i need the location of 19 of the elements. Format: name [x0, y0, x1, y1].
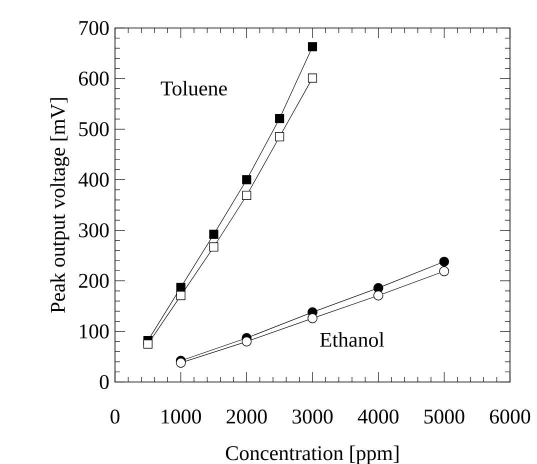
x-axis-title: Concentration [ppm] — [226, 446, 398, 464]
y-axis-title: Peak output voltage [mV] — [50, 98, 70, 313]
x-tick-label: 0 — [110, 410, 120, 424]
y-tick-label: 0 — [100, 374, 109, 390]
y-tick-label: 300 — [79, 223, 109, 238]
y-tick-label: 200 — [79, 274, 109, 288]
x-tick-label: 6000 — [490, 410, 530, 424]
y-tick-label: 400 — [78, 172, 109, 187]
x-tick-label: 4000 — [358, 410, 398, 424]
y-tick-label: 100 — [80, 324, 109, 338]
x-tick-label: 3000 — [292, 410, 333, 424]
y-tick-label: 600 — [79, 72, 109, 86]
annotation: Toluene — [160, 80, 227, 96]
y-tick-label: 500 — [79, 122, 109, 136]
y-tick-label: 700 — [79, 20, 109, 36]
x-tick-label: 2000 — [226, 410, 267, 424]
x-tick-label: 5000 — [424, 410, 464, 424]
x-tick-label: 1000 — [162, 410, 201, 424]
annotation: Ethanol — [320, 332, 384, 347]
